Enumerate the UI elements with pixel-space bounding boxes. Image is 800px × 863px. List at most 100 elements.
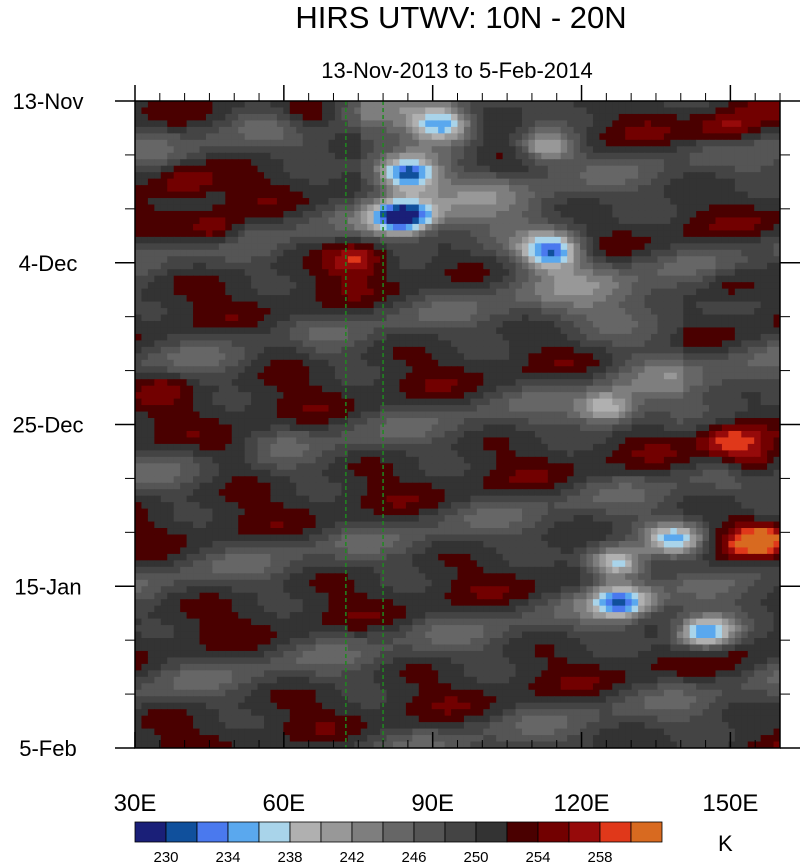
heatmap-cell: [302, 107, 310, 115]
heatmap-cell: [773, 405, 780, 413]
heatmap-cell: [405, 327, 413, 335]
heatmap-cell: [605, 327, 613, 335]
heatmap-cell: [244, 210, 252, 219]
heatmap-cell: [709, 236, 717, 244]
heatmap-cell: [347, 314, 355, 322]
heatmap-cell: [135, 217, 143, 225]
heatmap-cell: [547, 120, 555, 128]
heatmap-cell: [689, 139, 697, 147]
heatmap-cell: [399, 101, 407, 109]
heatmap-cell: [483, 152, 491, 160]
heatmap-cell: [147, 301, 155, 309]
heatmap-cell: [657, 418, 665, 426]
heatmap-cell: [347, 249, 355, 257]
heatmap-cell: [592, 172, 600, 180]
heatmap-cell: [315, 172, 323, 180]
heatmap-cell: [457, 411, 465, 419]
heatmap-cell: [309, 418, 317, 426]
heatmap-cell: [560, 282, 568, 290]
heatmap-cell: [167, 301, 175, 309]
heatmap-cell: [580, 210, 588, 219]
heatmap-cell: [238, 269, 246, 277]
heatmap-cell: [599, 191, 607, 199]
heatmap-cell: [754, 101, 762, 109]
heatmap-cell: [592, 275, 600, 283]
heatmap-cell: [173, 308, 181, 316]
heatmap-cell: [425, 385, 433, 393]
heatmap-cell: [193, 146, 201, 154]
heatmap-cell: [315, 372, 323, 380]
heatmap-cell: [567, 113, 575, 122]
heatmap-cell: [696, 236, 704, 244]
heatmap-cell: [283, 308, 291, 316]
heatmap-cell: [386, 223, 394, 231]
heatmap-cell: [509, 411, 517, 419]
heatmap-cell: [141, 152, 149, 160]
heatmap-cell: [199, 398, 207, 406]
heatmap-cell: [638, 107, 646, 115]
heatmap-cell: [689, 333, 697, 341]
heatmap-cell: [225, 301, 233, 309]
heatmap-cell: [457, 107, 465, 115]
heatmap-cell: [425, 379, 433, 387]
heatmap-cell: [715, 398, 723, 406]
heatmap-cell: [670, 159, 678, 167]
heatmap-cell: [283, 359, 291, 367]
heatmap-cell: [405, 249, 413, 257]
heatmap-cell: [367, 172, 375, 180]
heatmap-cell: [638, 230, 646, 238]
heatmap-cell: [360, 113, 368, 122]
heatmap-cell: [154, 320, 162, 329]
heatmap-cell: [605, 418, 613, 426]
heatmap-cell: [341, 301, 349, 309]
heatmap-cell: [257, 217, 265, 225]
heatmap-cell: [689, 185, 697, 193]
heatmap-cell: [534, 198, 542, 206]
heatmap-cell: [412, 320, 420, 329]
heatmap-cell: [560, 314, 568, 322]
heatmap-cell: [528, 398, 536, 406]
heatmap-cell: [322, 146, 330, 154]
heatmap-cell: [721, 146, 729, 154]
heatmap-cell: [734, 172, 742, 180]
heatmap-cell: [586, 223, 594, 231]
heatmap-cell: [238, 159, 246, 167]
heatmap-cell: [405, 146, 413, 154]
heatmap-cell: [489, 113, 497, 122]
heatmap-cell: [509, 327, 517, 335]
heatmap-cell: [670, 210, 678, 219]
heatmap-cell: [689, 159, 697, 167]
heatmap-cell: [205, 139, 213, 147]
heatmap-cell: [638, 379, 646, 387]
heatmap-cell: [547, 223, 555, 231]
heatmap-cell: [341, 327, 349, 335]
heatmap-cell: [509, 372, 517, 380]
heatmap-cell: [754, 236, 762, 244]
heatmap-cell: [180, 107, 188, 115]
heatmap-cell: [747, 275, 755, 283]
heatmap-cell: [186, 405, 194, 413]
heatmap-cell: [431, 210, 439, 219]
heatmap-cell: [625, 385, 633, 393]
heatmap-cell: [334, 333, 342, 341]
heatmap-cell: [257, 204, 265, 212]
heatmap-cell: [147, 269, 155, 277]
heatmap-cell: [193, 301, 201, 309]
heatmap-cell: [289, 217, 297, 225]
heatmap-cell: [528, 405, 536, 413]
heatmap-cell: [225, 217, 233, 225]
heatmap-cell: [334, 327, 342, 335]
heatmap-cell: [173, 320, 181, 329]
heatmap-cell: [709, 282, 717, 290]
heatmap-cell: [721, 411, 729, 419]
heatmap-cell: [380, 327, 388, 335]
heatmap-cell: [199, 262, 207, 270]
heatmap-cell: [283, 301, 291, 309]
heatmap-cell: [264, 217, 272, 225]
heatmap-cell: [257, 139, 265, 147]
heatmap-cell: [186, 113, 194, 122]
heatmap-cell: [496, 327, 504, 335]
heatmap-cell: [560, 230, 568, 238]
heatmap-cell: [586, 191, 594, 199]
heatmap-cell: [276, 333, 284, 341]
